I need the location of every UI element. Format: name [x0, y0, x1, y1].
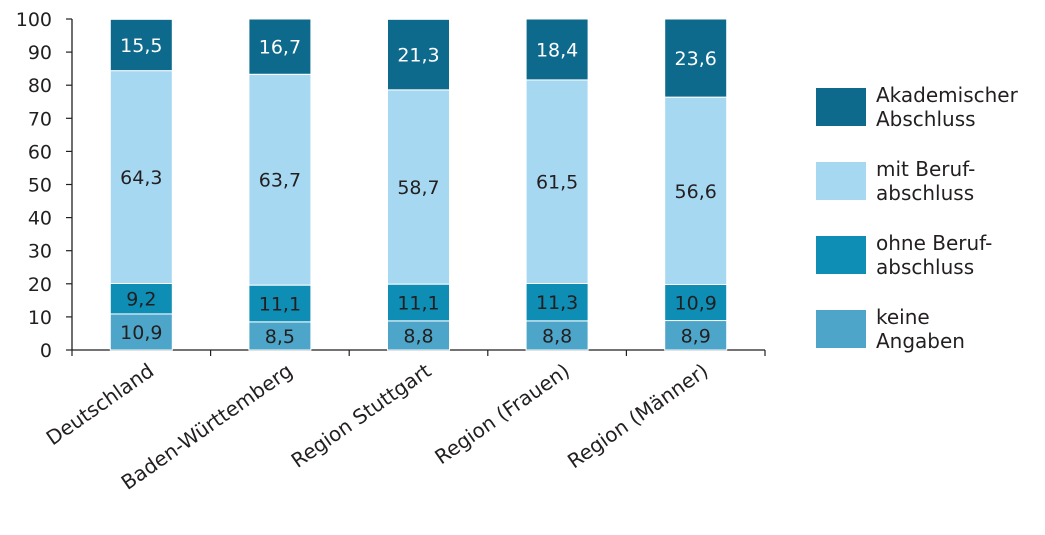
legend-swatch	[816, 310, 866, 348]
y-tick-label: 10	[28, 307, 52, 329]
y-tick-label: 100	[16, 9, 52, 31]
data-label: 16,7	[259, 37, 301, 59]
bar-segment	[525, 18, 589, 81]
legend: Akademischer Abschluss mit Beruf- abschl…	[816, 70, 1041, 366]
data-label: 58,7	[397, 177, 439, 199]
data-label: 21,3	[397, 45, 439, 67]
bar-labels: 10,9 9,2 64,3 15,5 8,5 11,1 63,7 16,7 8,8 11,1 58,…	[120, 35, 717, 348]
data-label: 9,2	[126, 289, 156, 311]
data-label: 11,1	[397, 293, 439, 315]
legend-item-mit-berufabschluss: mit Beruf- abschluss	[816, 144, 1041, 218]
bar-segment	[387, 283, 450, 322]
bar-segment	[664, 18, 728, 98]
bar-segment	[664, 283, 728, 322]
legend-label-line: Angaben	[876, 329, 965, 353]
y-tick-label: 60	[28, 141, 52, 163]
bar-segment	[109, 282, 173, 315]
data-label: 63,7	[259, 170, 301, 192]
x-tick-label: Deutschland	[42, 358, 159, 450]
bar-segment	[525, 79, 589, 284]
data-label: 23,6	[675, 48, 717, 70]
bar-segment	[387, 320, 450, 351]
bar-segment	[525, 282, 589, 322]
legend-label-line: keine	[876, 305, 930, 329]
y-tick-label: 50	[28, 175, 52, 197]
data-label: 10,9	[675, 293, 717, 315]
y-tick-label: 80	[28, 75, 52, 97]
y-tick-label: 30	[28, 241, 52, 263]
data-label: 15,5	[120, 35, 162, 57]
data-label: 64,3	[120, 167, 162, 189]
legend-swatch	[816, 88, 866, 126]
data-label: 8,8	[542, 325, 572, 347]
x-tick-label: Region Stuttgart	[287, 358, 436, 472]
bar-segment	[248, 284, 312, 323]
data-label: 11,3	[536, 292, 578, 314]
data-label: 56,6	[675, 181, 717, 203]
legend-swatch	[816, 162, 866, 200]
bar-segment	[664, 320, 728, 351]
y-tick-label: 90	[28, 42, 52, 64]
bar-segment	[387, 18, 450, 91]
legend-item-ohne-berufabschluss: ohne Beruf- abschluss	[816, 218, 1041, 292]
x-tick-label: Region (Männer)	[563, 358, 713, 473]
bar-segment	[387, 89, 450, 285]
bar-segment	[248, 73, 312, 286]
bar-segment	[664, 96, 728, 285]
legend-label: mit Beruf- abschluss	[876, 157, 1036, 205]
legend-label-line: abschluss	[876, 181, 975, 205]
legend-label-line: Abschluss	[876, 107, 976, 131]
data-label: 8,5	[265, 326, 295, 348]
y-tick-label: 0	[40, 340, 52, 362]
legend-label-line: ohne Beruf-	[876, 231, 993, 255]
y-axis: 0 10 20 30 40 50 60 70 80 90 100	[16, 9, 73, 362]
legend-item-akademischer-abschluss: Akademischer Abschluss	[816, 70, 1041, 144]
data-label: 18,4	[536, 39, 578, 61]
legend-label-line: Akademischer	[876, 83, 1018, 107]
legend-item-keine-angaben: keine Angaben	[816, 292, 1041, 366]
y-tick-label: 70	[28, 108, 52, 130]
y-tick-label: 40	[28, 208, 52, 230]
bar-segment	[248, 18, 312, 75]
data-label: 11,1	[259, 293, 301, 315]
bar-segment	[109, 18, 173, 72]
legend-label: Akademischer Abschluss	[876, 83, 1036, 131]
data-label: 61,5	[536, 172, 578, 194]
bars	[109, 18, 728, 351]
legend-label-line: mit Beruf-	[876, 157, 976, 181]
legend-label: keine Angaben	[876, 305, 1036, 353]
y-tick-label: 20	[28, 274, 52, 296]
data-label: 8,8	[403, 325, 433, 347]
legend-swatch	[816, 236, 866, 274]
data-label: 10,9	[120, 322, 162, 344]
bar-segment	[109, 70, 173, 284]
bar-segment	[248, 321, 312, 351]
x-tick-label: Region (Frauen)	[430, 358, 574, 469]
legend-label-line: abschluss	[876, 255, 975, 279]
data-label: 8,9	[681, 325, 711, 347]
legend-label: ohne Beruf- abschluss	[876, 231, 1036, 279]
